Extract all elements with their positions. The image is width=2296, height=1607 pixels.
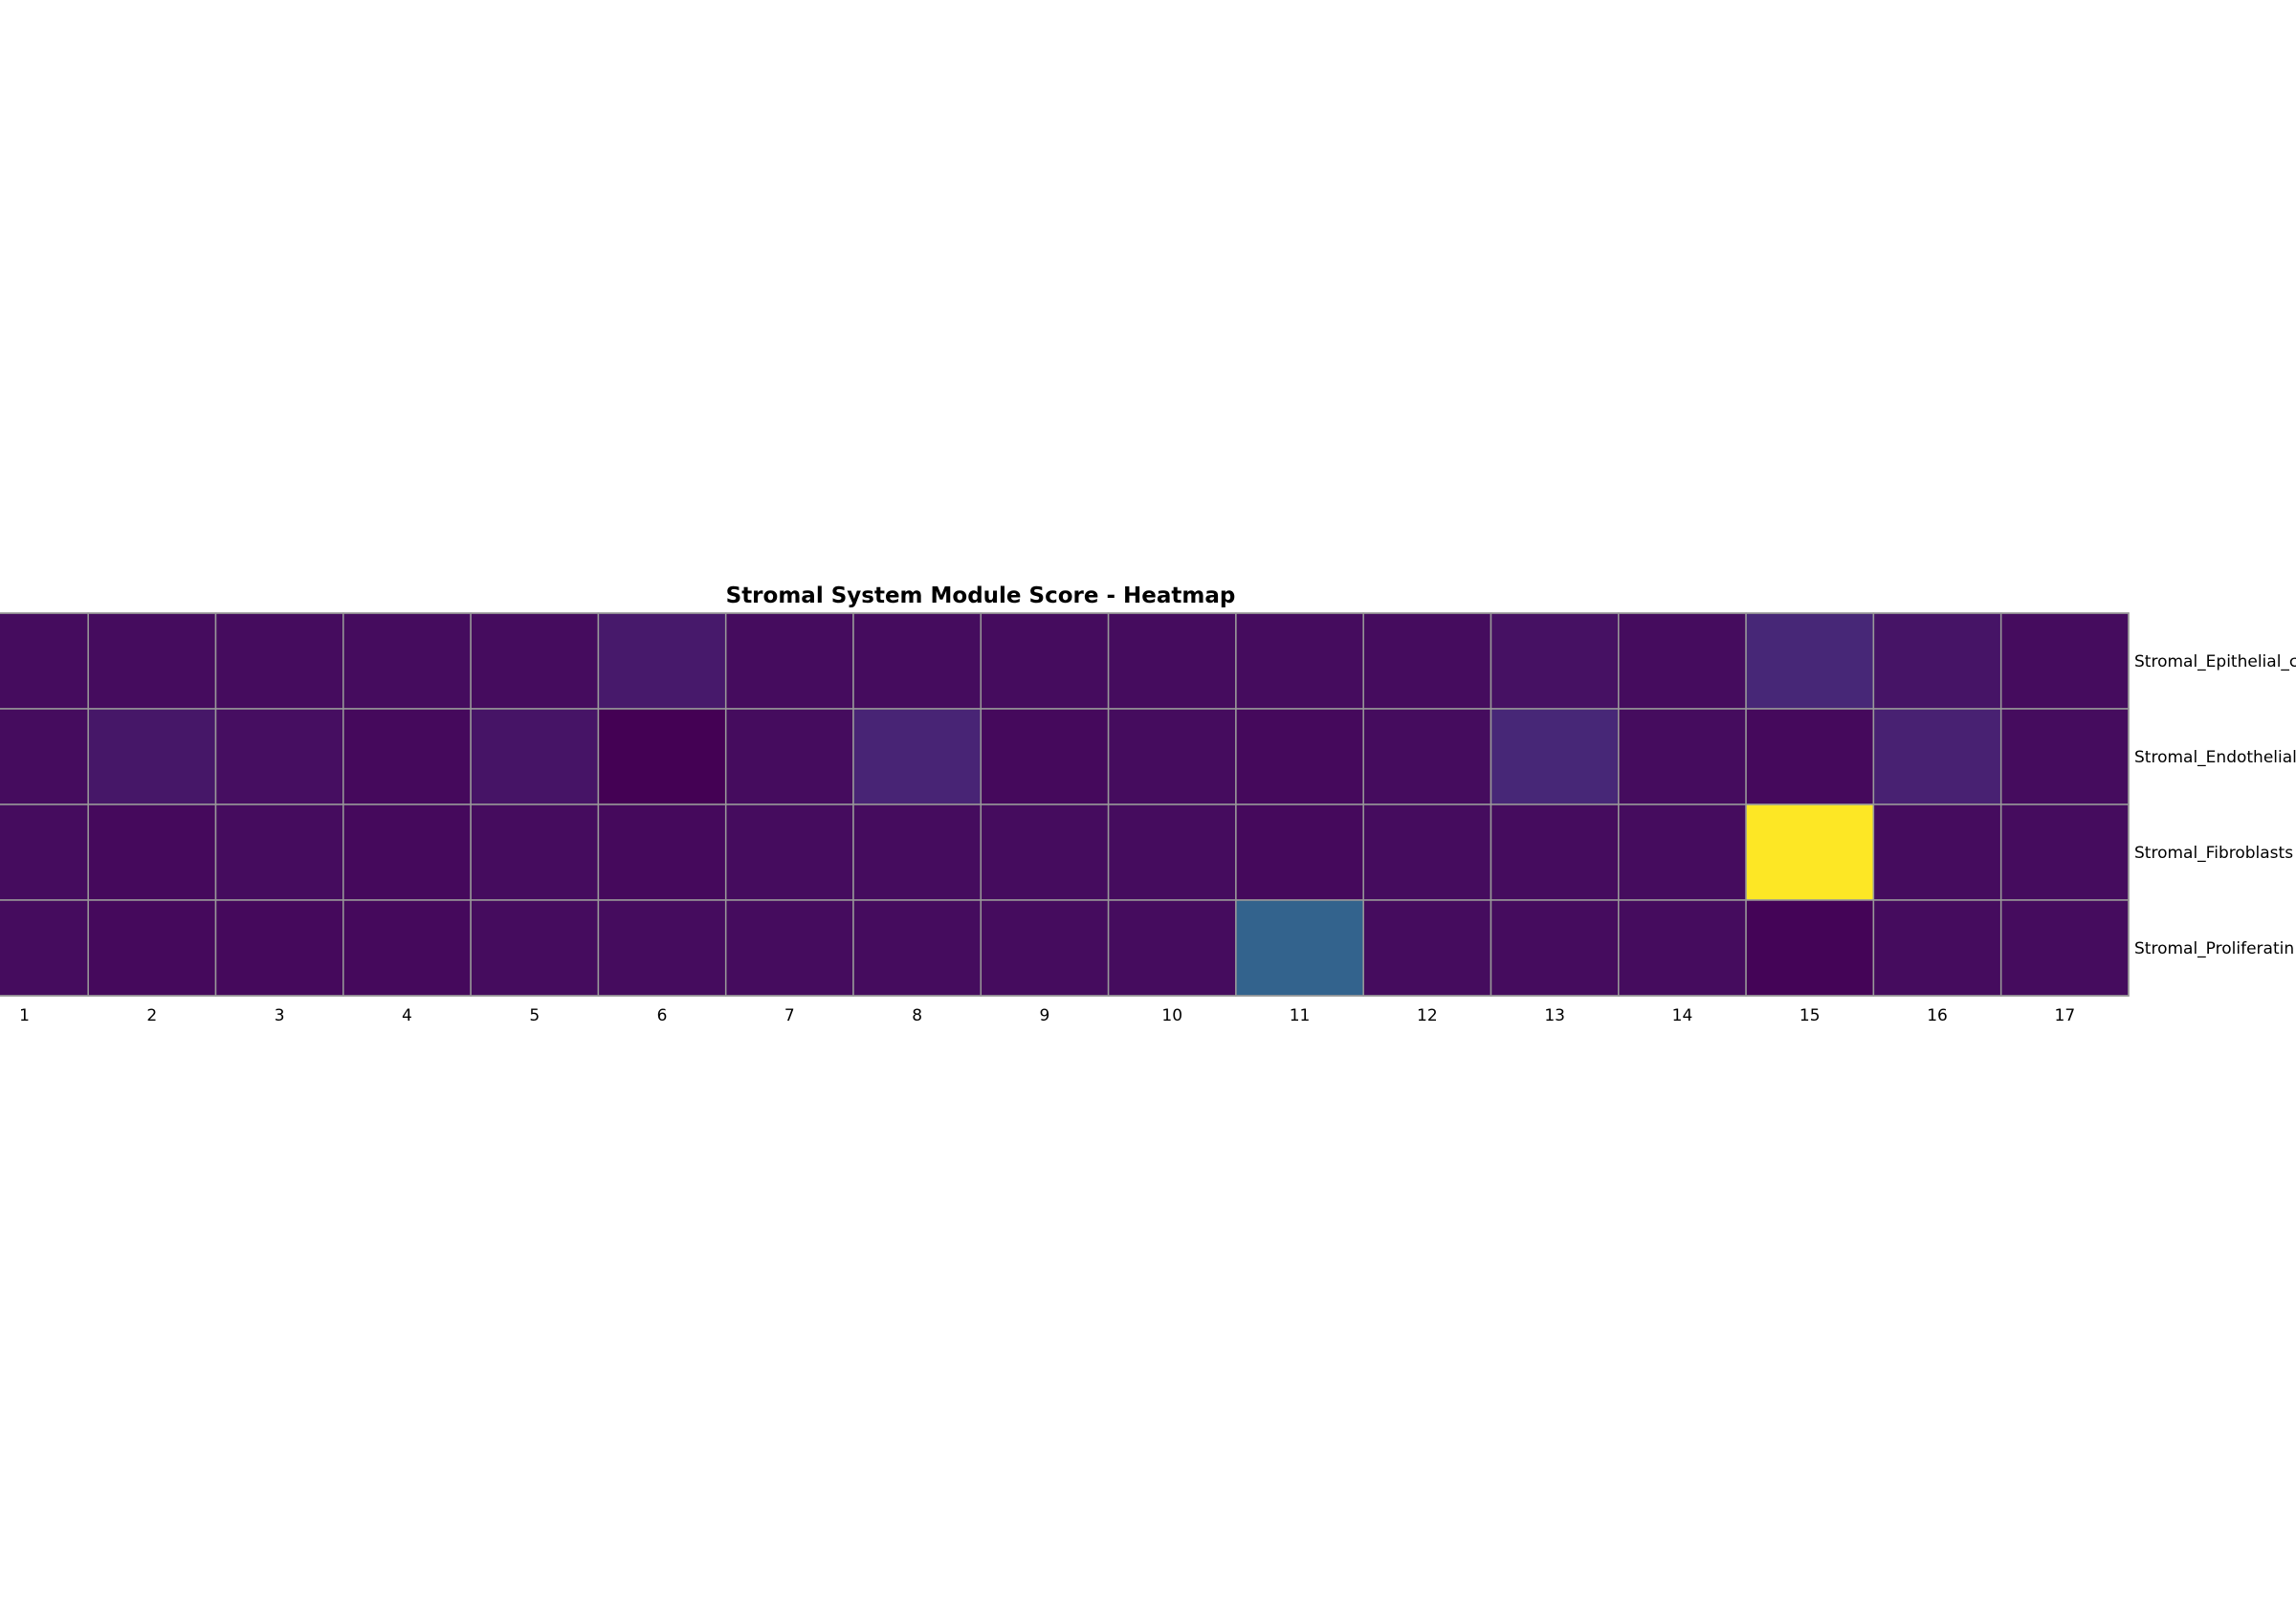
heatmap-cell-Stromal_Fibroblasts-3 (214, 804, 344, 901)
y-tick-label-Stromal_Fibroblasts: Stromal_Fibroblasts (2134, 844, 2293, 863)
x-tick-label-6: 6 (657, 1006, 668, 1025)
heatmap-cell-Stromal_Epithelial_c-11 (1235, 612, 1364, 710)
heatmap-cell-Stromal_Fibroblasts-14 (1618, 804, 1747, 901)
heatmap-cell-Stromal_Proliferatin-17 (1999, 899, 2130, 997)
y-tick-label-Stromal_Epithelial_c: Stromal_Epithelial_c (2134, 652, 2296, 671)
heatmap-cell-Stromal_Fibroblasts-9 (980, 804, 1110, 901)
x-tick-label-4: 4 (402, 1006, 412, 1025)
heatmap-cell-Stromal_Endothelial-4 (342, 708, 472, 805)
heatmap-cell-Stromal_Epithelial_c-4 (342, 612, 472, 710)
heatmap-cell-Stromal_Fibroblasts-17 (1999, 804, 2130, 901)
heatmap-cell-Stromal_Endothelial-13 (1490, 708, 1620, 805)
heatmap-cell-Stromal_Proliferatin-7 (724, 899, 854, 997)
x-tick-label-1: 1 (19, 1006, 30, 1025)
heatmap-cell-Stromal_Endothelial-10 (1107, 708, 1237, 805)
x-tick-label-10: 10 (1161, 1006, 1182, 1025)
x-tick-label-16: 16 (1927, 1006, 1948, 1025)
heatmap-cell-Stromal_Endothelial-15 (1745, 708, 1875, 805)
heatmap-cell-Stromal_Epithelial_c-13 (1490, 612, 1620, 710)
heatmap-cell-Stromal_Fibroblasts-8 (852, 804, 982, 901)
heatmap-cell-Stromal_Fibroblasts-5 (470, 804, 600, 901)
heatmap-cell-Stromal_Proliferatin-4 (342, 899, 472, 997)
heatmap-cell-Stromal_Proliferatin-5 (470, 899, 600, 997)
heatmap-cell-Stromal_Endothelial-17 (1999, 708, 2130, 805)
heatmap-cell-Stromal_Endothelial-16 (1872, 708, 2002, 805)
x-tick-label-11: 11 (1290, 1006, 1311, 1025)
heatmap-cell-Stromal_Epithelial_c-7 (724, 612, 854, 710)
y-tick-label-Stromal_Endothelial: Stromal_Endothelial (2134, 748, 2296, 767)
heatmap-cell-Stromal_Fibroblasts-12 (1362, 804, 1492, 901)
heatmap-cell-Stromal_Proliferatin-8 (852, 899, 982, 997)
heatmap-cell-Stromal_Fibroblasts-4 (342, 804, 472, 901)
heatmap-cell-Stromal_Endothelial-7 (724, 708, 854, 805)
heatmap-cell-Stromal_Endothelial-3 (214, 708, 344, 805)
heatmap-cell-Stromal_Proliferatin-15 (1745, 899, 1875, 997)
x-tick-label-3: 3 (275, 1006, 285, 1025)
heatmap-cell-Stromal_Endothelial-8 (852, 708, 982, 805)
x-tick-label-9: 9 (1040, 1006, 1050, 1025)
x-tick-labels: 1 2 3 4 5 6 7 8 9 10 11 12 13 14 15 16 17 (19, 1006, 2075, 1025)
heatmap-cell-Stromal_Endothelial-9 (980, 708, 1110, 805)
heatmap-cell-Stromal_Epithelial_c-1 (0, 612, 89, 710)
heatmap-cell-Stromal_Proliferatin-1 (0, 899, 89, 997)
x-tick-label-17: 17 (2055, 1006, 2076, 1025)
heatmap-cell-Stromal_Proliferatin-2 (87, 899, 217, 997)
heatmap-cell-Stromal_Fibroblasts-13 (1490, 804, 1620, 901)
heatmap-cell-Stromal_Fibroblasts-2 (87, 804, 217, 901)
heatmap-cell-Stromal_Proliferatin-14 (1618, 899, 1747, 997)
heatmap-cell-Stromal_Proliferatin-9 (980, 899, 1110, 997)
x-tick-label-8: 8 (912, 1006, 922, 1025)
y-tick-label-Stromal_Proliferatin: Stromal_Proliferatin (2134, 939, 2294, 958)
heatmap-cell-Stromal_Proliferatin-11 (1235, 899, 1364, 997)
heatmap-cell-Stromal_Epithelial_c-17 (1999, 612, 2130, 710)
heatmap-cell-Stromal_Endothelial-12 (1362, 708, 1492, 805)
heatmap-cell-Stromal_Endothelial-14 (1618, 708, 1747, 805)
heatmap-cell-Stromal_Fibroblasts-1 (0, 804, 89, 901)
x-tick-label-14: 14 (1672, 1006, 1693, 1025)
y-tick-labels: Stromal_Epithelial_c Stromal_Endothelial S… (2134, 652, 2296, 958)
heatmap-cells (0, 612, 2130, 997)
heatmap-cell-Stromal_Epithelial_c-3 (214, 612, 344, 710)
heatmap-cell-Stromal_Epithelial_c-10 (1107, 612, 1237, 710)
heatmap-cell-Stromal_Epithelial_c-2 (87, 612, 217, 710)
heatmap-cell-Stromal_Epithelial_c-16 (1872, 612, 2002, 710)
heatmap-cell-Stromal_Endothelial-5 (470, 708, 600, 805)
chart-title: Stromal System Module Score - Heatmap (726, 583, 1236, 608)
heatmap-cell-Stromal_Proliferatin-16 (1872, 899, 2002, 997)
heatmap-cell-Stromal_Proliferatin-3 (214, 899, 344, 997)
heatmap-cell-Stromal_Fibroblasts-10 (1107, 804, 1237, 901)
heatmap-cell-Stromal_Fibroblasts-11 (1235, 804, 1364, 901)
heatmap-cell-Stromal_Endothelial-1 (0, 708, 89, 805)
heatmap-cell-Stromal_Proliferatin-13 (1490, 899, 1620, 997)
heatmap-cell-Stromal_Proliferatin-12 (1362, 899, 1492, 997)
heatmap-cell-Stromal_Fibroblasts-15 (1745, 804, 1875, 901)
x-tick-label-15: 15 (1799, 1006, 1821, 1025)
heatmap-cell-Stromal_Epithelial_c-14 (1618, 612, 1747, 710)
heatmap-cell-Stromal_Epithelial_c-12 (1362, 612, 1492, 710)
heatmap-cell-Stromal_Epithelial_c-8 (852, 612, 982, 710)
heatmap-grid (0, 612, 2130, 997)
heatmap-cell-Stromal_Epithelial_c-6 (597, 612, 727, 710)
x-tick-label-7: 7 (784, 1006, 795, 1025)
heatmap-cell-Stromal_Endothelial-6 (597, 708, 727, 805)
heatmap-cell-Stromal_Proliferatin-10 (1107, 899, 1237, 997)
heatmap-cell-Stromal_Fibroblasts-6 (597, 804, 727, 901)
heatmap-cell-Stromal_Endothelial-11 (1235, 708, 1364, 805)
heatmap-cell-Stromal_Epithelial_c-15 (1745, 612, 1875, 710)
x-tick-label-2: 2 (146, 1006, 157, 1025)
x-tick-label-5: 5 (529, 1006, 540, 1025)
heatmap-cell-Stromal_Fibroblasts-16 (1872, 804, 2002, 901)
heatmap-cell-Stromal_Proliferatin-6 (597, 899, 727, 997)
heatmap-cell-Stromal_Epithelial_c-5 (470, 612, 600, 710)
heatmap-cell-Stromal_Epithelial_c-9 (980, 612, 1110, 710)
x-tick-label-13: 13 (1544, 1006, 1565, 1025)
heatmap-cell-Stromal_Fibroblasts-7 (724, 804, 854, 901)
heatmap-cell-Stromal_Endothelial-2 (87, 708, 217, 805)
heatmap-border (0, 612, 2130, 997)
x-tick-label-12: 12 (1417, 1006, 1438, 1025)
